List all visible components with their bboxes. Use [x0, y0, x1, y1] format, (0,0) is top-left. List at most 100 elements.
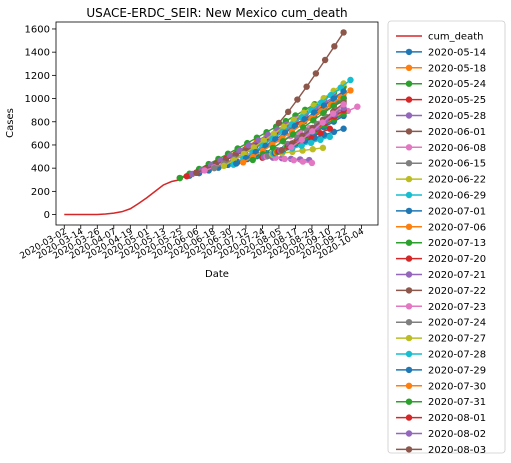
forecast-point	[291, 122, 299, 130]
forecast-point	[330, 95, 338, 102]
legend-marker	[405, 48, 413, 56]
legend-marker	[405, 382, 413, 389]
forecast-point	[275, 119, 283, 127]
legend-marker	[405, 175, 413, 183]
legend-marker	[405, 319, 413, 326]
legend-label: 2020-07-30	[428, 381, 486, 392]
legend-marker	[405, 271, 413, 278]
legend-marker	[405, 414, 413, 421]
forecast-point	[340, 125, 347, 132]
legend-label: 2020-07-06	[428, 222, 486, 233]
chart-title: USACE-ERDC_SEIR: New Mexico cum_death	[86, 6, 347, 20]
forecast-series	[220, 80, 347, 170]
forecast-point	[307, 139, 315, 147]
forecast-point	[317, 129, 324, 137]
forecast-point	[319, 144, 327, 152]
forecast-point	[301, 116, 308, 123]
legend-label: 2020-07-29	[428, 365, 486, 376]
forecast-point	[294, 96, 301, 103]
legend-marker	[405, 287, 413, 294]
forecast-point	[269, 144, 277, 152]
legend-label: 2020-08-01	[428, 413, 486, 424]
y-tick-label: 1000	[25, 94, 50, 105]
legend-marker	[405, 223, 413, 230]
forecast-point	[220, 162, 228, 170]
forecast-point	[176, 174, 184, 182]
forecast-point	[312, 70, 320, 77]
forecast-point	[309, 128, 316, 135]
forecast-point	[326, 125, 334, 132]
forecast-point	[249, 156, 256, 164]
forecast-point	[329, 110, 337, 117]
legend-marker	[405, 303, 413, 310]
forecast-point	[308, 159, 316, 167]
legend-label: 2020-06-22	[428, 175, 486, 186]
legend-marker	[405, 430, 413, 437]
legend-marker	[405, 239, 413, 246]
y-tick-label: 600	[31, 140, 50, 151]
forecast-point	[319, 119, 326, 126]
forecast-point	[288, 144, 295, 151]
forecast-point	[340, 29, 347, 36]
forecast-point	[326, 133, 334, 141]
y-tick-label: 1400	[25, 48, 50, 59]
forecast-line	[252, 97, 345, 161]
forecast-series	[275, 29, 347, 127]
forecast-point	[321, 56, 329, 64]
legend-label: 2020-06-01	[428, 127, 486, 138]
legend-marker	[405, 366, 413, 374]
legend-label: 2020-07-27	[428, 334, 486, 345]
legend-marker	[405, 80, 413, 87]
forecast-point	[201, 167, 208, 174]
forecast-point	[347, 76, 354, 84]
legend-label: 2020-08-03	[428, 445, 486, 456]
forecast-point	[340, 95, 347, 102]
forecast-point	[311, 109, 318, 116]
forecast-point	[233, 160, 240, 167]
legend-label: 2020-06-08	[428, 143, 486, 154]
legend-label: 2020-07-28	[428, 350, 486, 361]
forecast-point	[320, 102, 328, 109]
legend-marker	[405, 255, 413, 262]
legend-marker	[405, 64, 413, 72]
forecast-point	[317, 136, 324, 144]
y-tick-label: 1600	[25, 24, 50, 35]
forecast-point	[245, 142, 253, 149]
forecast-point	[260, 137, 267, 144]
forecast-point	[280, 123, 287, 131]
forecast-series	[268, 144, 327, 158]
forecast-point	[255, 137, 262, 144]
legend-marker	[405, 96, 413, 103]
legend-marker	[405, 446, 413, 453]
forecast-point	[239, 159, 247, 166]
legend-label: 2020-07-21	[428, 270, 486, 281]
forecast-point	[281, 155, 288, 163]
forecast-point	[303, 83, 310, 90]
legend-label: cum_death	[428, 32, 483, 43]
legend-marker	[405, 112, 413, 119]
legend-label: 2020-06-15	[428, 159, 486, 170]
forecast-point	[290, 157, 297, 164]
y-tick-label: 400	[31, 164, 50, 175]
legend-label: 2020-07-23	[428, 302, 486, 313]
forecast-point	[270, 130, 277, 138]
forecast-point	[331, 43, 338, 50]
legend-label: 2020-07-22	[428, 286, 486, 297]
y-tick-label: 200	[31, 187, 50, 198]
forecast-point	[274, 126, 281, 133]
legend-marker	[405, 207, 413, 215]
legend-marker	[405, 334, 413, 342]
forecast-point	[278, 146, 285, 154]
y-tick-label: 800	[31, 117, 50, 128]
legend-label: 2020-06-29	[428, 191, 486, 202]
forecast-point	[236, 147, 243, 154]
forecast-point	[298, 136, 305, 143]
forecast-point	[340, 88, 347, 95]
forecast-point	[354, 103, 361, 110]
legend-label: 2020-05-24	[428, 79, 486, 90]
legend: cum_death 2020-05-14 2020-05-18 2020-05-24 2…	[387, 20, 506, 463]
legend-marker	[405, 398, 413, 405]
legend-label: 2020-05-25	[428, 95, 486, 106]
y-axis-label: Cases	[5, 108, 16, 138]
